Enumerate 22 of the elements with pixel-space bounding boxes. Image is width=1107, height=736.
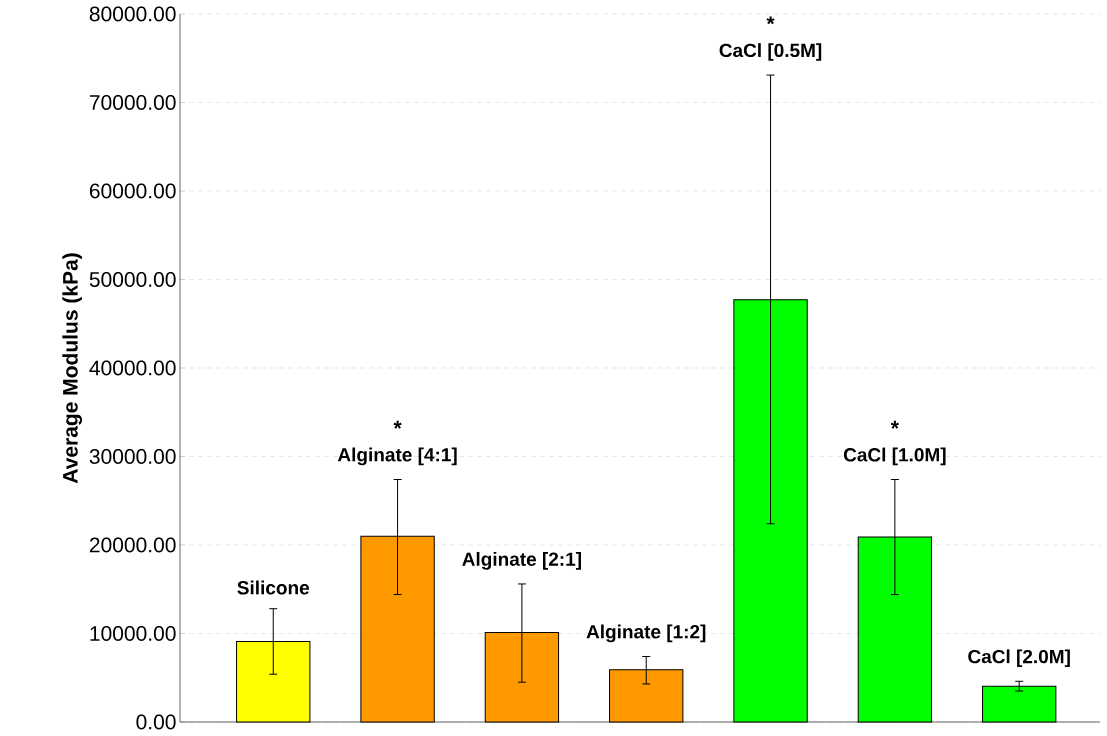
x-tick-label: CaCl [1.0M] xyxy=(843,447,946,466)
x-tick-label: CaCl [2.0M] xyxy=(968,649,1070,668)
annotation: * xyxy=(890,420,899,429)
x-tick-label: Silicone xyxy=(237,580,310,595)
x-tick-label: Alginate [2:1] xyxy=(462,551,581,570)
y-tick-label: 0.00 xyxy=(136,714,176,730)
y-tick-label: 40000.00 xyxy=(89,360,176,376)
bar xyxy=(236,640,311,723)
x-tick-label: Alginate [4:1] xyxy=(337,447,457,466)
y-tick-label: 20000.00 xyxy=(89,537,176,553)
y-tick-label: 10000.00 xyxy=(90,626,176,641)
y-tick-label: 70000.00 xyxy=(89,95,176,110)
y-tick-label: 50000.00 xyxy=(89,272,176,287)
x-tick-label: CaCl [0.5M] xyxy=(719,43,822,61)
annotation: * xyxy=(393,420,402,429)
y-axis-title: Average Modulus (kPa) xyxy=(62,253,83,484)
annotation: * xyxy=(766,16,775,25)
y-tick-label: 60000.00 xyxy=(89,183,176,199)
bar xyxy=(982,685,1057,723)
x-tick-label: Alginate [1:2] xyxy=(586,624,706,643)
y-tick-label: 30000.00 xyxy=(89,449,176,464)
y-tick-label: 80000.00 xyxy=(89,6,176,22)
